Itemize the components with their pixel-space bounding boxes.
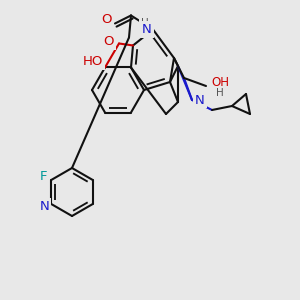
Text: H: H <box>141 19 149 28</box>
Text: O: O <box>102 13 112 26</box>
Text: H: H <box>216 88 224 98</box>
Text: F: F <box>40 169 47 182</box>
Text: N: N <box>39 200 49 212</box>
Text: HO: HO <box>83 55 103 68</box>
Text: N: N <box>142 23 152 36</box>
Text: O: O <box>104 35 114 48</box>
Text: N: N <box>195 94 205 106</box>
Text: OH: OH <box>211 76 229 89</box>
